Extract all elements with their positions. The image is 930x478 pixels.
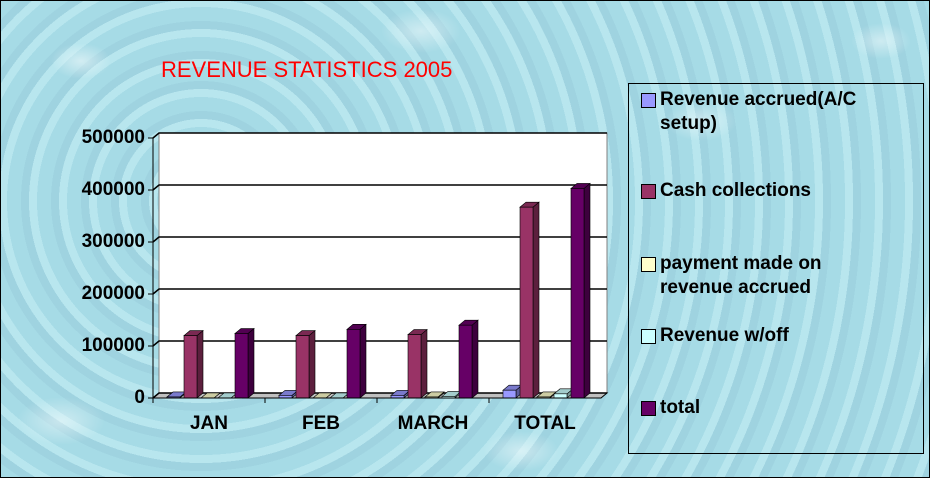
bar: [296, 336, 309, 398]
bar: [235, 334, 248, 398]
bar-side: [472, 320, 478, 398]
chart-title: REVENUE STATISTICS 2005: [161, 57, 452, 82]
y-tick-label: 500000: [82, 127, 145, 148]
plot-wall: [159, 133, 607, 393]
legend-entry: Cash collections: [641, 179, 921, 203]
y-tick-label: 300000: [82, 231, 145, 252]
legend-entry: Revenue w/off: [641, 324, 921, 348]
legend-swatch: [641, 401, 656, 416]
bar-side: [533, 202, 539, 398]
legend-label: Revenue w/off: [660, 324, 789, 348]
legend-swatch: [641, 93, 656, 108]
legend-entry: Revenue accrued(A/C setup): [641, 88, 921, 136]
bar-side: [584, 183, 590, 398]
bar: [408, 335, 421, 398]
bar-side: [248, 329, 254, 398]
legend-label: Revenue accrued(A/C setup): [660, 88, 910, 136]
x-tick-label: JAN: [190, 413, 228, 434]
bar: [184, 336, 197, 398]
bar-side: [421, 330, 427, 398]
legend-label: payment made on revenue accrued: [660, 252, 890, 300]
legend-label: total: [660, 396, 700, 420]
bar: [571, 188, 584, 398]
y-tick-label: 100000: [82, 335, 145, 356]
legend-swatch: [641, 257, 656, 272]
x-tick-label: FEB: [302, 413, 340, 434]
legend-entry: payment made on revenue accrued: [641, 252, 921, 300]
bar-side: [309, 331, 315, 398]
y-tick-label: 400000: [82, 179, 145, 200]
bar: [503, 390, 516, 398]
y-tick-label: 0: [134, 387, 145, 408]
bar: [554, 394, 567, 398]
legend: Revenue accrued(A/C setup) Cash collectio…: [628, 83, 924, 454]
legend-entry: total: [641, 396, 921, 420]
legend-swatch: [641, 329, 656, 344]
x-tick-label: TOTAL: [514, 413, 576, 434]
bar: [459, 325, 472, 398]
legend-label: Cash collections: [660, 179, 811, 203]
bar-side: [360, 324, 366, 398]
bar-side: [197, 331, 203, 398]
legend-swatch: [641, 184, 656, 199]
chart-frame: REVENUE STATISTICS 2005 0 100000 200000 300…: [0, 0, 930, 478]
bar: [347, 329, 360, 398]
y-tick-label: 200000: [82, 283, 145, 304]
bar: [520, 207, 533, 398]
x-tick-label: MARCH: [398, 413, 469, 434]
